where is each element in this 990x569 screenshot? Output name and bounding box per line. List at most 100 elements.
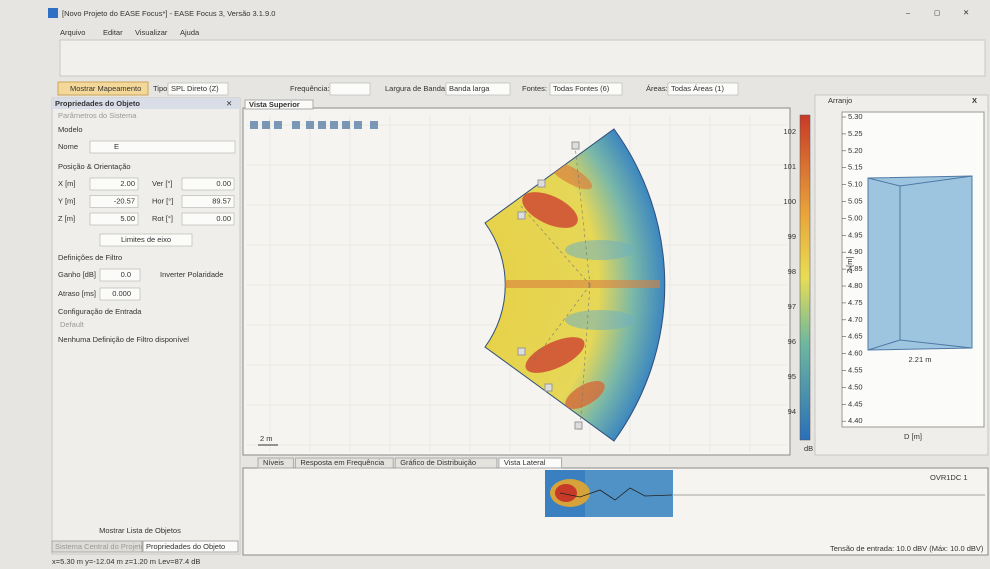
tool-icon[interactable] <box>262 121 270 129</box>
panel-tab[interactable]: Sistema Central do Projeto <box>55 542 145 551</box>
angle-input[interactable]: 0.00 <box>216 179 231 188</box>
gain-input[interactable]: 0.0 <box>121 270 131 279</box>
colorbar-tick: 98 <box>788 267 796 276</box>
speaker-markers <box>517 141 583 430</box>
field-input[interactable]: 2.00 <box>120 179 135 188</box>
frequency-select[interactable] <box>329 82 371 96</box>
colorbar-ticks: 102 101 100 99 98 97 96 95 94 <box>783 127 796 416</box>
angle-label: Ver [°] <box>152 179 173 188</box>
panel-header <box>52 98 240 109</box>
delay-label: Atraso [ms] <box>58 289 96 298</box>
bottom-tabs: Níveis Resposta em Frequência Gráfico de D… <box>257 457 563 469</box>
tool-icon[interactable] <box>274 121 282 129</box>
bandwidth-select-bg <box>445 82 511 96</box>
bottom-tab[interactable]: Níveis <box>263 458 284 467</box>
arranjo-y-tick: 4.85 <box>848 264 863 273</box>
menu-item[interactable]: Ajuda <box>180 28 200 37</box>
side-view-band <box>585 470 673 517</box>
arranjo-y-tick: 4.40 <box>848 416 863 425</box>
tool-icon[interactable] <box>250 121 258 129</box>
field-input[interactable]: -20.57 <box>114 196 135 205</box>
section: Definições de Filtro <box>58 253 122 262</box>
gain-label: Ganho [dB] <box>58 270 96 279</box>
menu-item[interactable]: Editar <box>103 28 123 37</box>
arranjo-y-tick: 4.75 <box>848 298 863 307</box>
arranjo-y-tick: 5.15 <box>848 163 863 172</box>
bottom-tab[interactable]: Gráfico de Distribuição <box>400 458 476 467</box>
menu-item[interactable]: Arquivo <box>60 28 85 37</box>
arranjo-y-tick: 5.20 <box>848 146 863 155</box>
arranjo-y-tick: 4.65 <box>848 332 863 341</box>
sources-select-bg <box>549 82 623 96</box>
arranjo-y-tick: 4.70 <box>848 315 863 324</box>
section: Posição & Orientação <box>58 162 131 171</box>
bottom-tab[interactable]: Resposta em Frequência <box>300 458 385 467</box>
field-input-bg <box>89 212 139 226</box>
panel-tab[interactable]: Propriedades do Objeto <box>146 542 225 551</box>
type-label: Tipo: <box>153 84 169 93</box>
window-title: [Novo Projeto do EASE Focus*] - EASE Foc… <box>62 9 275 18</box>
input-default: Default <box>60 320 85 329</box>
arranjo-x-label: D [m] <box>904 432 922 441</box>
maximize-button[interactable]: ◻ <box>934 8 940 17</box>
tool-icon[interactable] <box>306 121 314 129</box>
colorbar-tick: 97 <box>788 302 796 311</box>
field-label: Z [m] <box>58 214 75 223</box>
angle-input[interactable]: 0.00 <box>216 214 231 223</box>
app-icon <box>48 8 58 18</box>
sources-select[interactable]: Todas Fontes (6) <box>553 84 610 93</box>
field-input[interactable]: 5.00 <box>120 214 135 223</box>
colorbar <box>799 114 811 441</box>
bandwidth-select[interactable]: Banda larga <box>449 84 490 93</box>
tool-icon[interactable] <box>342 121 350 129</box>
side-view-line <box>559 487 673 501</box>
arranjo-y-tick: 5.10 <box>848 180 863 189</box>
name-input[interactable]: E <box>114 142 119 151</box>
colorbar-tick: 96 <box>788 337 796 346</box>
tool-icon[interactable] <box>330 121 338 129</box>
no-filter-note: Nenhuma Definição de Filtro disponível <box>58 335 189 344</box>
arranjo-width: 2.21 m <box>909 355 932 364</box>
areas-select[interactable]: Todas Áreas (1) <box>671 84 724 93</box>
tool-icon[interactable] <box>292 121 300 129</box>
bandwidth-label: Largura de Banda: <box>385 84 447 93</box>
menu-item[interactable]: Visualizar <box>135 28 168 37</box>
arranjo-close[interactable]: X <box>972 96 977 105</box>
colorbar-tick: 102 <box>783 127 796 136</box>
top-view-tab-bg <box>244 99 314 110</box>
show-list-button[interactable]: Mostrar Lista de Objetos <box>99 526 181 535</box>
invert-button[interactable]: Inverter Polaridade <box>160 270 223 279</box>
tool-icon[interactable] <box>370 121 378 129</box>
side-view-core <box>555 484 577 502</box>
gain-input-bg <box>99 268 141 282</box>
bottom-tab[interactable]: Vista Lateral <box>504 458 546 467</box>
panel-close[interactable]: ✕ <box>226 99 232 108</box>
mapping-button-bg <box>57 81 149 96</box>
tool-icon[interactable] <box>318 121 326 129</box>
tool-icon[interactable] <box>354 121 362 129</box>
minimize-button[interactable]: – <box>906 8 911 17</box>
delay-input[interactable]: 0.000 <box>112 289 131 298</box>
arranjo-y-tick: 4.80 <box>848 281 863 290</box>
tab-bg <box>294 457 394 469</box>
limits-button-bg <box>99 233 193 247</box>
view-toolbar <box>250 121 378 129</box>
panel-title: Propriedades do Objeto <box>55 99 140 108</box>
coverage-hotspots <box>500 160 660 409</box>
menu-bar: Arquivo Editar Visualizar Ajuda <box>60 28 200 37</box>
field-label: X [m] <box>58 179 76 188</box>
mapping-button[interactable]: Mostrar Mapeamento <box>70 84 141 93</box>
close-button[interactable]: ✕ <box>963 8 969 17</box>
arranjo-y-tick: 5.30 <box>848 112 863 121</box>
angle-input[interactable]: 89.57 <box>212 196 231 205</box>
tab-bg <box>142 540 239 553</box>
type-select[interactable]: SPL Direto (Z) <box>171 84 219 93</box>
array-edges <box>867 175 973 351</box>
top-view-tab[interactable]: Vista Superior <box>249 100 300 109</box>
areas-label: Áreas: <box>646 84 668 93</box>
colorbar-tick: 94 <box>788 407 796 416</box>
frequency-label: Frequência: <box>290 84 330 93</box>
limits-button[interactable]: Limites de eixo <box>121 235 171 244</box>
field-input-bg <box>89 195 139 208</box>
